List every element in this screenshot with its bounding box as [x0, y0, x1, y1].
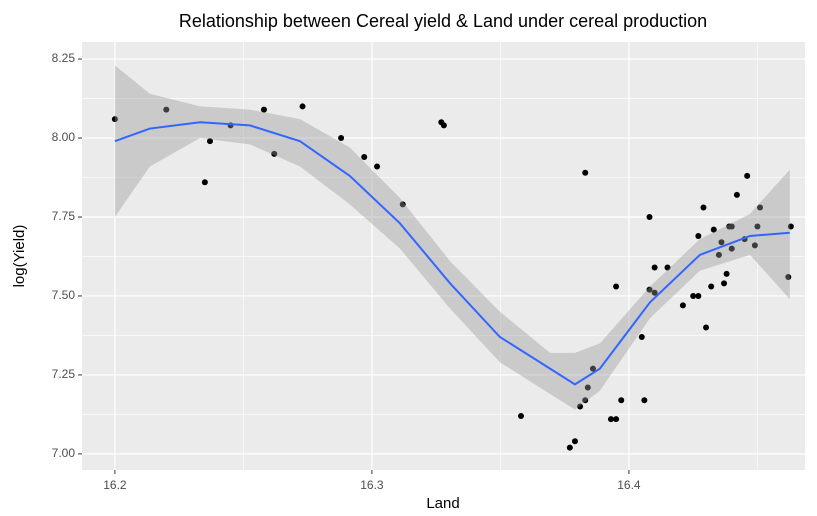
point [708, 283, 715, 290]
point [584, 384, 591, 391]
y-tick-label: 7.50 [52, 288, 76, 302]
y-tick-label: 7.75 [52, 209, 76, 223]
point [715, 251, 722, 258]
y-tick-label: 7.25 [52, 367, 76, 381]
point [399, 201, 406, 208]
point [111, 116, 118, 123]
point [440, 122, 447, 129]
point [751, 242, 758, 249]
point [607, 416, 614, 423]
point [577, 403, 584, 410]
point [757, 204, 764, 211]
x-axis-title: Land [426, 495, 459, 512]
point [271, 150, 278, 157]
point [728, 245, 735, 252]
point [613, 283, 620, 290]
point [163, 106, 170, 113]
point [723, 270, 730, 277]
x-tick-label: 16.4 [617, 478, 641, 492]
point [571, 438, 578, 445]
point [582, 169, 589, 176]
point [651, 289, 658, 296]
point [206, 138, 213, 145]
point [744, 172, 751, 179]
y-tick-label: 7.00 [52, 446, 76, 460]
point [646, 286, 653, 293]
point [754, 223, 761, 230]
point [728, 223, 735, 230]
point [517, 412, 524, 419]
point [721, 280, 728, 287]
chart-title: Relationship between Cereal yield & Land… [179, 11, 707, 31]
smooth-line [114, 121, 790, 386]
point [690, 292, 697, 299]
point [201, 179, 208, 186]
point [651, 264, 658, 271]
x-tick-label: 16.3 [360, 478, 384, 492]
point [787, 223, 794, 230]
point [338, 135, 345, 142]
point [664, 264, 671, 271]
confidence-band [114, 65, 790, 410]
point [733, 191, 740, 198]
point [638, 334, 645, 341]
point [374, 163, 381, 170]
point [361, 153, 368, 160]
point [710, 226, 717, 233]
point [641, 397, 648, 404]
point [700, 204, 707, 211]
point [703, 324, 710, 331]
point [589, 365, 596, 372]
y-axis-title: log(Yield) [11, 225, 28, 288]
point [646, 213, 653, 220]
point [695, 292, 702, 299]
point [618, 397, 625, 404]
y-tick-label: 8.25 [52, 51, 76, 65]
point [566, 444, 573, 451]
point [260, 106, 267, 113]
point [718, 239, 725, 246]
point [613, 416, 620, 423]
point [582, 397, 589, 404]
point [679, 302, 686, 309]
panel [82, 42, 805, 470]
point [785, 274, 792, 281]
y-tick-label: 8.00 [52, 130, 76, 144]
point [299, 103, 306, 110]
x-tick-label: 16.2 [103, 478, 127, 492]
point [695, 232, 702, 239]
